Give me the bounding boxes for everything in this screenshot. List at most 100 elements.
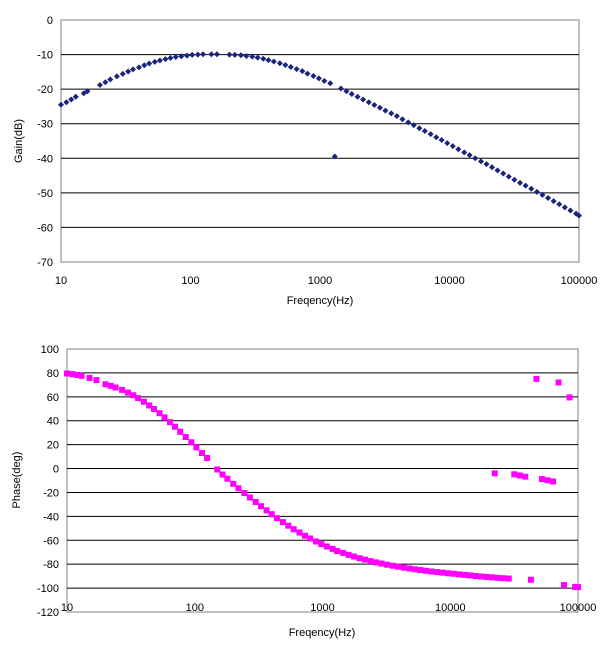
data-point bbox=[410, 122, 417, 129]
data-point bbox=[130, 66, 137, 73]
data-point bbox=[472, 155, 479, 162]
data-point bbox=[422, 567, 429, 574]
data-point bbox=[135, 395, 142, 402]
y-tick-label: -10 bbox=[37, 50, 53, 62]
y-tick-label: -30 bbox=[37, 119, 53, 131]
x-tick-label: 10000 bbox=[434, 275, 465, 287]
data-point bbox=[350, 553, 357, 560]
data-point bbox=[365, 99, 372, 106]
data-point bbox=[72, 93, 79, 100]
data-point bbox=[302, 532, 309, 539]
y-tick-label: -120 bbox=[37, 607, 59, 619]
data-point bbox=[405, 119, 412, 126]
data-point bbox=[576, 212, 582, 219]
data-point bbox=[461, 149, 468, 156]
x-tick-label: 10 bbox=[55, 275, 67, 287]
data-point bbox=[249, 53, 256, 60]
data-point bbox=[204, 455, 211, 462]
data-point bbox=[472, 573, 479, 580]
y-tick-label: 100 bbox=[41, 344, 59, 356]
data-point bbox=[417, 567, 424, 574]
data-point bbox=[310, 73, 317, 80]
data-point bbox=[345, 551, 352, 558]
data-point bbox=[219, 471, 226, 478]
data-point bbox=[208, 51, 215, 58]
data-point bbox=[550, 198, 557, 205]
data-point bbox=[124, 389, 131, 396]
data-point bbox=[213, 51, 220, 58]
gain-x-axis-label: Freqency(Hz) bbox=[287, 295, 354, 307]
data-point bbox=[505, 173, 512, 180]
data-point bbox=[376, 104, 383, 111]
data-point bbox=[438, 136, 445, 143]
data-point bbox=[69, 371, 76, 378]
data-point bbox=[119, 70, 126, 77]
phase-x-axis-label: Freqency(Hz) bbox=[289, 627, 356, 639]
gain-plot-area bbox=[60, 19, 580, 263]
data-point bbox=[533, 188, 540, 195]
data-point bbox=[466, 152, 473, 159]
data-point bbox=[539, 191, 546, 198]
data-point bbox=[279, 519, 286, 526]
data-point bbox=[340, 549, 347, 556]
gain-chart: 0 -10 -20 -30 -40 -50 -60 -70 10 100 100… bbox=[13, 15, 597, 307]
data-point bbox=[226, 51, 233, 58]
data-point bbox=[494, 167, 501, 174]
data-point bbox=[321, 77, 328, 84]
data-point bbox=[293, 66, 300, 73]
data-point bbox=[444, 570, 451, 577]
data-point bbox=[167, 55, 174, 62]
data-point bbox=[246, 494, 253, 501]
data-point bbox=[273, 515, 280, 522]
data-point bbox=[388, 110, 395, 117]
data-point bbox=[199, 450, 206, 457]
data-point bbox=[449, 143, 456, 150]
data-point bbox=[63, 99, 70, 106]
y-tick-label: -60 bbox=[43, 535, 59, 547]
data-point bbox=[252, 499, 259, 506]
data-point bbox=[522, 473, 529, 480]
data-point bbox=[307, 535, 314, 542]
data-point bbox=[491, 470, 498, 477]
data-point bbox=[384, 561, 391, 568]
data-point bbox=[241, 490, 248, 497]
data-point bbox=[182, 433, 189, 440]
data-point bbox=[112, 384, 119, 391]
data-point bbox=[135, 64, 142, 71]
data-point bbox=[151, 406, 158, 413]
data-point bbox=[450, 570, 457, 577]
data-point bbox=[296, 529, 303, 536]
data-point bbox=[483, 573, 490, 580]
data-point bbox=[434, 569, 441, 576]
data-point bbox=[231, 51, 238, 58]
data-point bbox=[467, 572, 474, 579]
data-point bbox=[533, 375, 540, 382]
y-tick-label: -20 bbox=[37, 84, 53, 96]
data-point bbox=[113, 73, 120, 80]
gain-series bbox=[58, 51, 582, 219]
data-point bbox=[361, 556, 368, 563]
data-point bbox=[428, 568, 435, 575]
data-point bbox=[237, 52, 244, 59]
data-point bbox=[575, 584, 581, 591]
data-point bbox=[545, 195, 552, 202]
phase-y-tick-labels: 100 80 60 40 20 0 -20 -40 -60 -80 -100 -… bbox=[37, 344, 59, 619]
y-tick-label: -40 bbox=[37, 153, 53, 165]
data-point bbox=[439, 569, 446, 576]
y-tick-label: 20 bbox=[47, 440, 59, 452]
y-tick-label: 60 bbox=[47, 392, 59, 404]
data-point bbox=[433, 134, 440, 141]
data-point bbox=[193, 444, 200, 451]
data-point bbox=[125, 68, 132, 75]
data-point bbox=[412, 566, 419, 573]
data-point bbox=[323, 543, 330, 550]
data-point bbox=[354, 93, 361, 100]
data-point bbox=[483, 161, 490, 168]
data-point bbox=[162, 56, 169, 63]
data-point bbox=[194, 51, 201, 58]
data-point bbox=[343, 88, 350, 95]
data-point bbox=[257, 503, 264, 510]
data-point bbox=[360, 96, 367, 103]
data-point bbox=[102, 79, 109, 86]
data-point bbox=[444, 140, 451, 147]
